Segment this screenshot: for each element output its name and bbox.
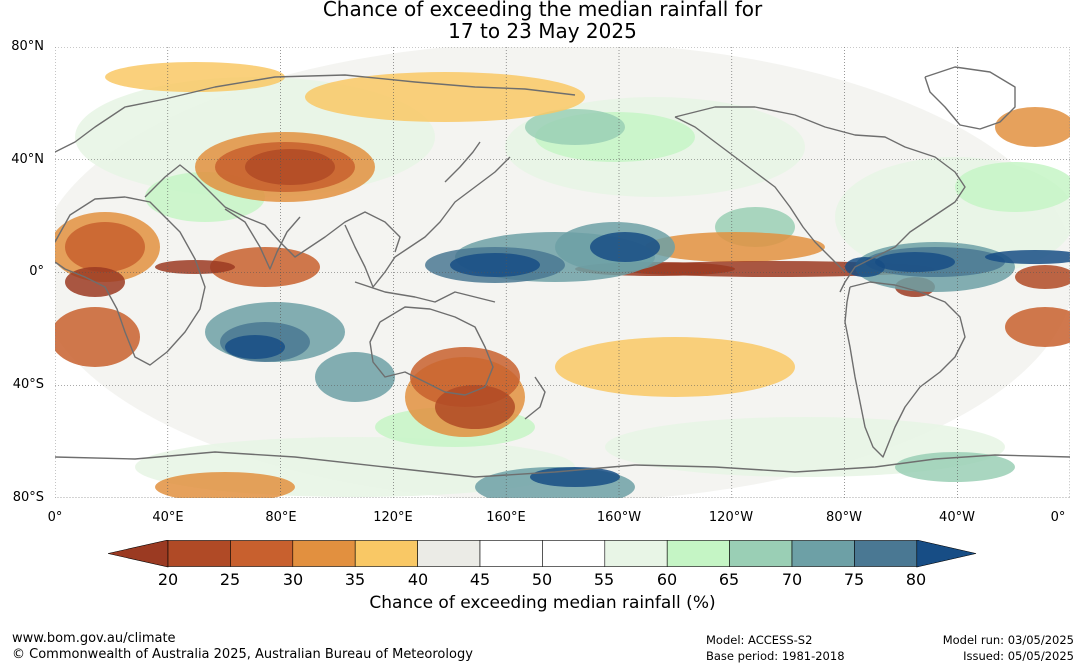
map-title-line2: 17 to 23 May 2025: [448, 19, 637, 43]
footer-model-run: Model run: 03/05/2025: [942, 633, 1074, 647]
footer-url: www.bom.gov.au/climate: [12, 631, 176, 646]
colorbar-tick-40: 40: [407, 570, 429, 589]
footer-copyright: © Commonwealth of Australia 2025, Austra…: [12, 647, 473, 662]
colorbar-tick-50: 50: [531, 570, 553, 589]
colorbar-cell-30-35: [292, 540, 356, 567]
lon-label-40e: 40°E: [152, 510, 184, 525]
lat-label-80s: 80°S: [12, 490, 44, 505]
lon-label-120w: 120°W: [708, 510, 754, 525]
colorbar-cell-25-30: [230, 540, 294, 567]
lon-label-80w: 80°W: [826, 510, 862, 525]
colorbar-tick-55: 55: [593, 570, 615, 589]
lon-label-160w: 160°W: [596, 510, 642, 525]
colorbar-tick-80: 80: [905, 570, 927, 589]
coastlines: [55, 66, 1070, 478]
footer-issued: Issued: 05/05/2025: [963, 649, 1074, 663]
colorbar-tick-65: 65: [718, 570, 740, 589]
colorbar-cell-45-50: [479, 540, 543, 567]
colorbar-tick-60: 60: [656, 570, 678, 589]
footer-base-period: Base period: 1981-2018: [706, 649, 845, 663]
colorbar-tick-45: 45: [469, 570, 491, 589]
colorbar-extend-high: [916, 540, 977, 568]
colorbar-cell-60-65: [666, 540, 730, 567]
colorbar-tick-30: 30: [282, 570, 304, 589]
lon-label-0-right: 0°: [1050, 510, 1066, 525]
lat-label-40n: 40°N: [11, 152, 44, 167]
colorbar-tick-25: 25: [219, 570, 241, 589]
lat-label-40s: 40°S: [12, 377, 44, 392]
lon-label-120e: 120°E: [373, 510, 413, 525]
lon-label-80e: 80°E: [265, 510, 297, 525]
colorbar-cell-35-40: [354, 540, 418, 567]
rainfall-probability-map: [55, 47, 1070, 498]
lon-label-0-left: 0°: [47, 510, 63, 525]
lat-label-80n: 80°N: [11, 39, 44, 54]
lon-label-160e: 160°E: [486, 510, 526, 525]
colorbar-cell-20-25: [167, 540, 231, 567]
lat-label-0: 0°: [29, 264, 44, 279]
colorbar-extend-low: [108, 540, 169, 568]
colorbar-cell-40-45: [417, 540, 481, 567]
colorbar: [108, 540, 977, 568]
colorbar-cell-65-70: [729, 540, 793, 567]
colorbar-tick-75: 75: [843, 570, 865, 589]
colorbar-cell-70-75: [791, 540, 855, 567]
lon-label-40w: 40°W: [939, 510, 975, 525]
footer-model: Model: ACCESS-S2: [706, 633, 813, 647]
colorbar-label: Chance of exceeding median rainfall (%): [369, 593, 716, 613]
colorbar-cell-50-55: [542, 540, 606, 567]
colorbar-tick-20: 20: [157, 570, 179, 589]
colorbar-tick-70: 70: [781, 570, 803, 589]
colorbar-tick-35: 35: [344, 570, 366, 589]
map-title-line1: Chance of exceeding the median rainfall …: [322, 0, 763, 21]
colorbar-cell-75-80: [854, 540, 918, 567]
colorbar-cell-55-60: [604, 540, 668, 567]
